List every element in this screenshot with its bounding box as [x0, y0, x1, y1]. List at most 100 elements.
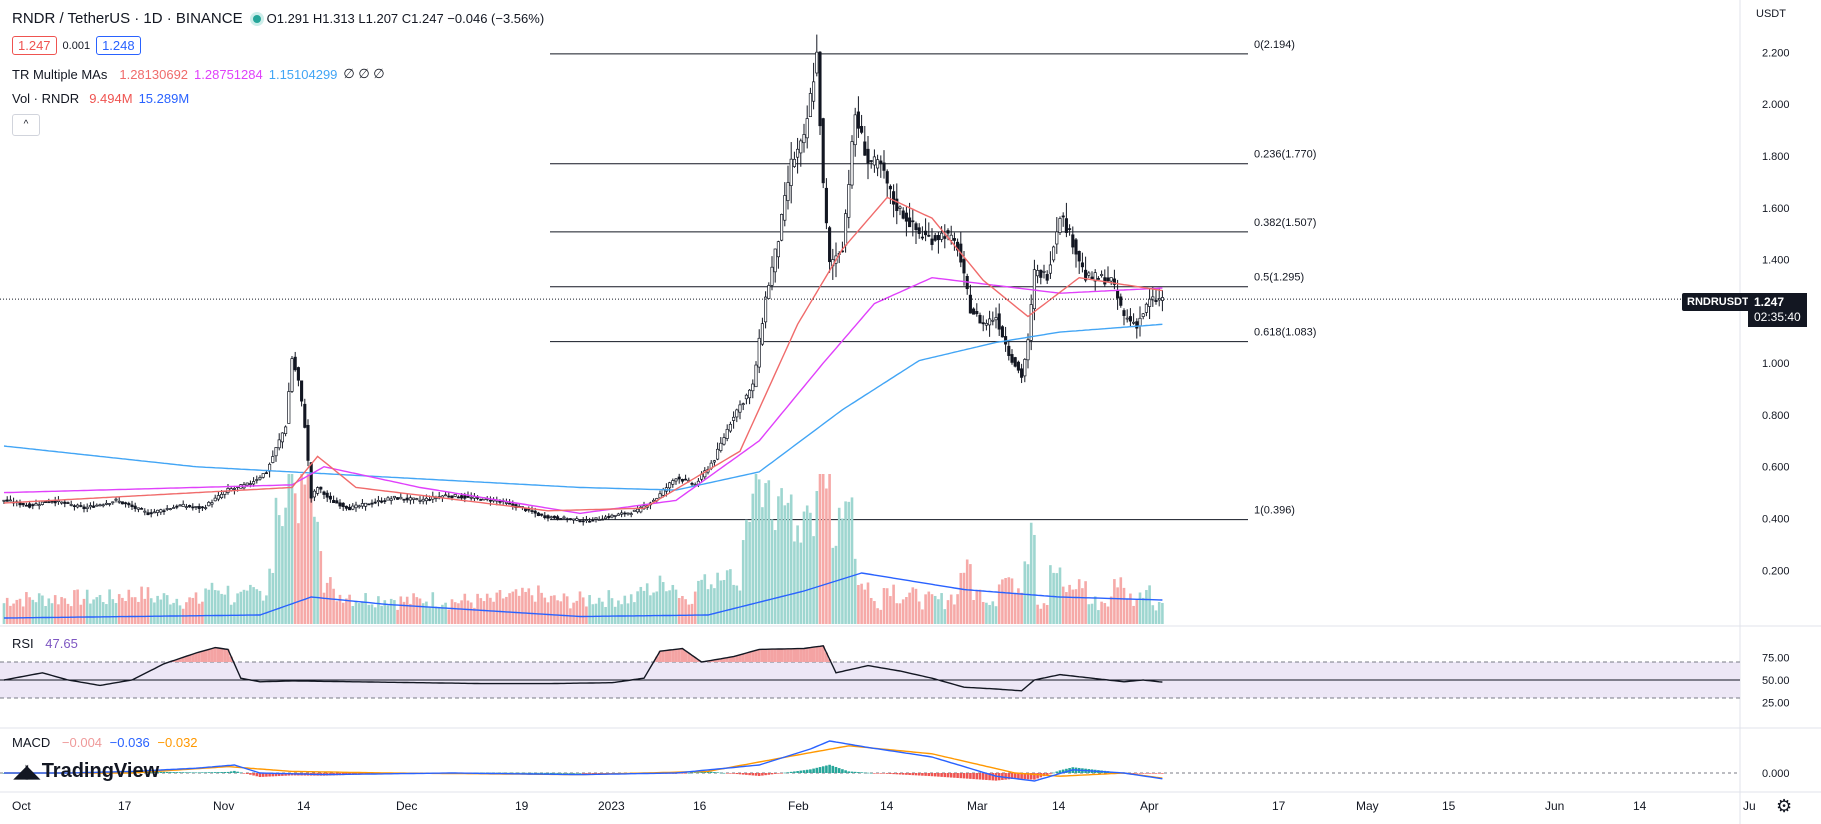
macd-histogram-bar [239, 772, 243, 774]
volume-bars [2, 474, 1164, 624]
macd-histogram-bar [159, 771, 163, 773]
volume-bar [284, 507, 287, 624]
volume-bar [1029, 522, 1033, 624]
macd-histogram-bar [185, 772, 188, 773]
candle-body [360, 503, 364, 507]
bid-price[interactable]: 1.247 [12, 36, 57, 55]
fibonacci-retracement: 0(2.194) 0.236(1.770) 0.382(1.507) 0.5(1.29… [550, 39, 1316, 521]
candle-body [920, 236, 924, 239]
macd-histogram-bar [252, 773, 255, 776]
volume-bar [220, 593, 223, 624]
ask-price[interactable]: 1.248 [96, 36, 141, 55]
volume-bar [341, 602, 345, 624]
volume-bar [831, 547, 835, 624]
candle-body [904, 212, 908, 222]
currency-label[interactable]: USDT [1756, 8, 1786, 20]
macd-histogram-bar [220, 772, 223, 773]
volume-bar [668, 590, 671, 624]
macd-histogram-bar [921, 773, 924, 776]
rsi-overbought-fill [181, 657, 185, 662]
volume-bar [239, 591, 243, 624]
candle-body [616, 513, 620, 516]
symbol-legend: RNDR / TetherUS · 1D · BINANCE O1.291 H1… [12, 10, 550, 27]
candle-body [1135, 321, 1139, 329]
candle-body [280, 432, 284, 443]
rsi-overbought-fill [200, 651, 204, 662]
volume-bar [361, 601, 364, 624]
volume-bar [796, 525, 799, 624]
ma-label[interactable]: TR Multiple MAs [12, 66, 108, 82]
macd-histogram-bar [530, 772, 534, 774]
candle-body [773, 248, 777, 273]
collapse-legend-button[interactable]: ^ [12, 114, 40, 136]
candle-body [629, 513, 633, 516]
time-tick-label: Mar [967, 799, 988, 813]
macd-histogram-bar [1023, 773, 1027, 780]
volume-bar [82, 598, 86, 624]
volume-bar [290, 474, 294, 624]
rsi-overbought-fill [786, 648, 790, 662]
candle-body [1148, 298, 1152, 307]
macd-histogram-bar [585, 773, 588, 774]
macd-histogram-bar [213, 772, 217, 773]
volume-bar [645, 583, 649, 624]
gear-icon[interactable]: ⚙ [1776, 796, 1793, 816]
volume-bar [524, 591, 527, 624]
volume-bar [898, 603, 902, 624]
rsi-overbought-fill [687, 653, 691, 662]
volume-bar [665, 591, 668, 624]
candle-body [319, 486, 323, 490]
volume-bar [978, 589, 982, 624]
tradingview-logo[interactable]: ◢◣ TradingView [14, 760, 159, 783]
macd-histogram-bar [1151, 773, 1155, 774]
volume-bar [1071, 589, 1075, 624]
macd-histogram-bar [722, 772, 726, 774]
volume-bar [1093, 596, 1097, 624]
volume-bar [271, 572, 275, 624]
macd-histogram-bar [748, 773, 751, 776]
volume-bar [498, 590, 502, 624]
volume-label[interactable]: Vol · RNDR [12, 91, 80, 106]
candle-body [210, 502, 214, 505]
rsi-overbought-fill [661, 650, 665, 662]
candle-body [591, 519, 595, 522]
macd-histogram-bar [946, 773, 950, 778]
candle-body [556, 516, 560, 520]
volume-bar [124, 600, 127, 624]
candle-body [2, 499, 6, 502]
candle-body [623, 512, 627, 515]
macd-label[interactable]: MACD [12, 735, 51, 750]
candle-body [975, 311, 979, 315]
candle-body [757, 337, 761, 368]
macd-histogram-bar [975, 773, 979, 780]
volume-bar [399, 596, 403, 624]
volume-bar [377, 596, 380, 624]
symbol-title[interactable]: RNDR / TetherUS · 1D · BINANCE [12, 10, 243, 27]
macd-histogram-bar [732, 773, 735, 774]
candle-body [1068, 228, 1072, 230]
time-tick-label: May [1356, 799, 1379, 813]
macd-histogram-bar [1061, 769, 1065, 773]
candle-body [424, 497, 428, 502]
rsi-label[interactable]: RSI [12, 636, 34, 651]
volume-bar [1119, 577, 1123, 624]
candle-body [1090, 276, 1094, 280]
volume-bar [476, 593, 479, 624]
macd-histogram-bar [207, 772, 211, 773]
volume-bar [879, 609, 883, 624]
macd-histogram-bar [729, 773, 732, 774]
rsi-overbought-fill [824, 652, 828, 662]
volume-bar [223, 594, 227, 624]
macd-histogram-bar [927, 773, 931, 777]
macd-histogram-bar [697, 772, 700, 773]
candle-body [719, 442, 723, 451]
volume-bar [1161, 602, 1164, 624]
candle-body [962, 259, 966, 274]
candle-body [722, 437, 726, 445]
candle-body [245, 482, 249, 486]
volume-bar [844, 501, 847, 624]
volume-bar [1132, 605, 1135, 624]
candle-body [1026, 339, 1030, 361]
macd-histogram-bar [770, 773, 774, 775]
